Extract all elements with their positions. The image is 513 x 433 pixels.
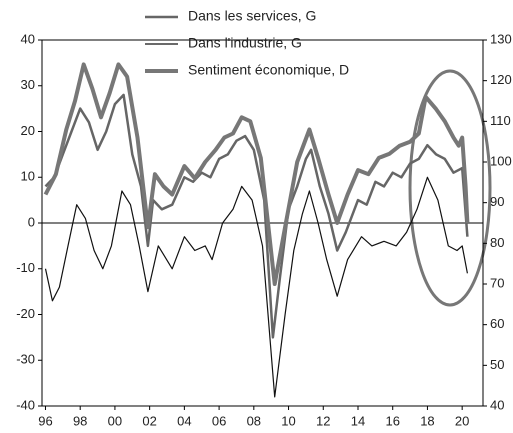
x-tick-label: 20 (455, 413, 469, 428)
y-tick-label: 30 (21, 77, 35, 92)
y2-tick-label: 70 (490, 275, 504, 290)
y2-tick-label: 130 (490, 31, 512, 46)
x-tick-label: 02 (142, 413, 156, 428)
y-tick-label: 0 (28, 214, 35, 229)
x-tick-label: 98 (73, 413, 87, 428)
y-tick-label: -20 (16, 306, 35, 321)
highlight-ellipse (408, 69, 492, 307)
y2-tick-label: 50 (490, 357, 504, 372)
y-tick-label: -10 (16, 260, 35, 275)
x-tick-label: 14 (351, 413, 365, 428)
series-line (44, 93, 469, 339)
x-tick-label: 00 (108, 413, 122, 428)
x-tick-label: 08 (247, 413, 261, 428)
x-tick-label: 10 (281, 413, 295, 428)
y-tick-label: 10 (21, 169, 35, 184)
x-tick-label: 18 (420, 413, 434, 428)
y2-tick-label: 40 (490, 397, 504, 412)
y-tick-label: 40 (21, 31, 35, 46)
y2-tick-label: 100 (490, 153, 512, 168)
legend-label: Sentiment économique, D (188, 62, 349, 78)
series-line (43, 62, 470, 286)
y2-tick-label: 80 (490, 235, 504, 250)
y2-tick-label: 120 (490, 72, 512, 87)
x-tick-label: 96 (38, 413, 52, 428)
y-tick-label: 20 (21, 123, 35, 138)
y-tick-label: -40 (16, 397, 35, 412)
series-line (44, 176, 468, 398)
x-tick-label: 04 (177, 413, 191, 428)
y2-tick-label: 90 (490, 194, 504, 209)
legend-label: Dans les services, G (188, 8, 316, 24)
x-tick-label: 06 (212, 413, 226, 428)
y-tick-label: -30 (16, 352, 35, 367)
y2-tick-label: 110 (490, 113, 511, 128)
x-tick-label: 12 (316, 413, 330, 428)
y2-tick-label: 60 (490, 316, 504, 331)
legend-label: Dans l'industrie, G (188, 35, 302, 51)
x-tick-label: 16 (385, 413, 399, 428)
